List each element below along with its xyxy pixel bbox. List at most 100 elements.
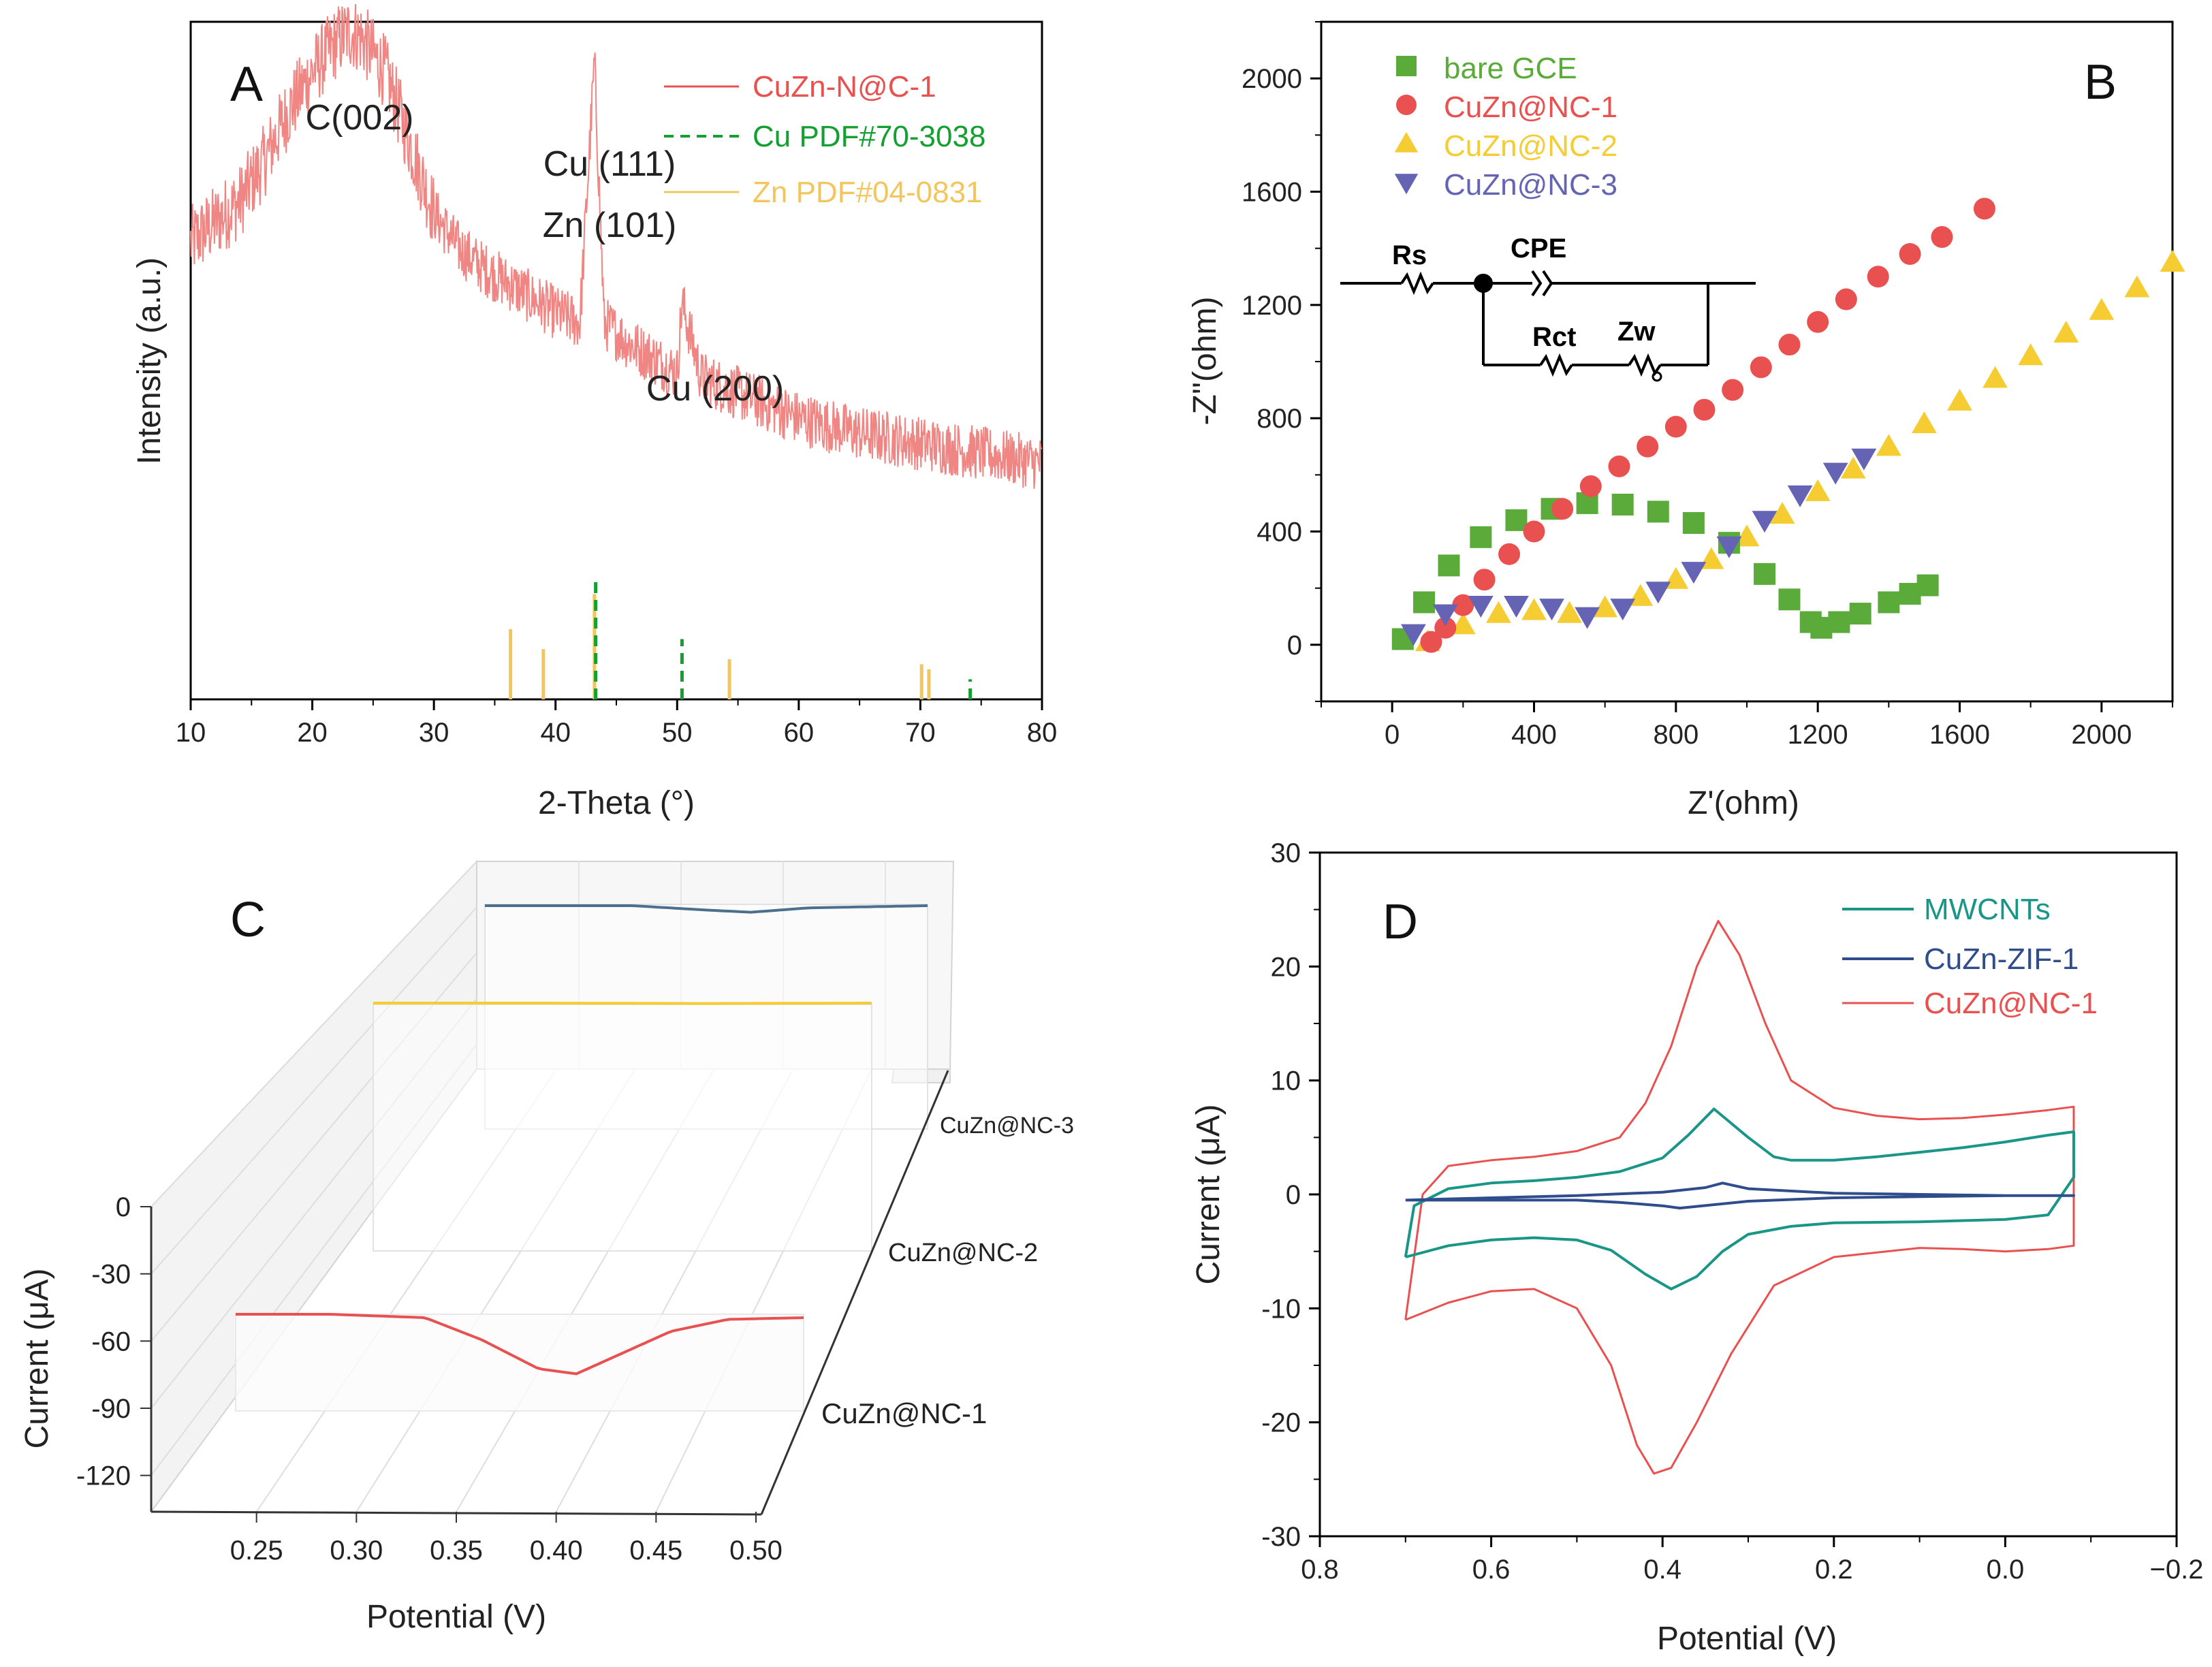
eis-point-1 [1434,616,1457,639]
eis-point-3 [1681,562,1707,584]
panel-d-y-tick-label: -10 [1261,1294,1301,1324]
xrd-series-line [190,3,1043,489]
panel-a-letter: A [230,57,263,112]
panel-b-x-tick-label: 1200 [1788,720,1848,750]
peak-c002-label: C(002) [306,98,414,138]
eis-point-1 [1722,379,1744,401]
panel-b-y-label: -Z''(ohm) [1187,297,1223,426]
panel-b-x-label: Z'(ohm) [1688,785,1799,821]
eis-point-0 [1413,591,1436,614]
panel-c-x-label: Potential (V) [366,1599,546,1635]
panel-a-x-tick-label: 50 [662,718,693,748]
legend-b-label-nc1: CuZn@NC-1 [1444,91,1617,124]
circuit-warburg [1628,353,1662,377]
panel-c-wall-gridline [151,906,477,1275]
eis-point-1 [1778,334,1801,356]
eis-point-0 [1778,588,1801,611]
eis-point-1 [1473,569,1496,591]
eis-point-1 [1867,266,1889,288]
eis-point-3 [1539,599,1564,621]
panel-a: 10 20 30 40 50 60 70 80 2-Theta (°) Intensity (… [131,3,1058,821]
panel-a-y-label: Intensity (a.u.) [131,257,168,464]
legend-b-marker [1394,131,1419,153]
panel-c-category-nc3: CuZn@NC-3 [940,1113,1074,1139]
eis-point-1 [1693,398,1716,421]
panel-c-z-tick-label: -90 [91,1394,131,1424]
eis-point-0 [1754,562,1776,585]
eis-point-0 [1916,574,1939,597]
eis-point-2 [1805,479,1831,501]
panel-c: 0.25 0.30 0.35 0.40 0.45 0.50 0 -30 -60 -90 -120 P… [19,859,1074,1635]
legend-d-label-zif: CuZn-ZIF-1 [1924,942,2079,976]
circuit-resistor-rs [1400,271,1434,296]
eis-point-2 [1557,601,1582,623]
eis-point-2 [1876,434,1901,456]
panel-b-plot [1391,197,2185,653]
panel-c-z-tick-label: -60 [91,1327,131,1356]
panel-b-y-tick-label: 1200 [1242,291,1302,321]
eis-point-3 [1575,607,1600,629]
eis-point-3 [1822,462,1848,485]
panel-c-y-label: Current (μA) [19,1268,55,1448]
eis-point-2 [1947,388,1972,411]
eis-point-3 [1401,624,1426,646]
eis-point-0 [1682,512,1705,535]
panel-d-x-tick-label: 0.4 [1643,1555,1681,1585]
panel-a-plot [190,3,1043,699]
panel-c-x-tick-label: 0.35 [430,1536,483,1566]
legend-d-label-mwcnts: MWCNTs [1924,893,2051,926]
circuit-label-rct: Rct [1532,322,1576,352]
panel-d-ticks: 0.8 0.6 0.4 0.2 0.0 −0.2 30 20 10 0 -10 -20 -30 [1261,838,2203,1585]
eis-point-2 [1486,601,1511,623]
panel-d-plot [1404,919,2075,1475]
eis-point-2 [2053,321,2079,343]
eis-point-0 [1878,591,1900,614]
legend-d-label-nc1: CuZn@NC-1 [1924,987,2098,1020]
legend-b-label-bare-gce: bare GCE [1444,52,1577,85]
eis-point-2 [1912,411,1937,434]
panel-a-legend: CuZn-N@C-1 Cu PDF#70-3038 Zn PDF#04-0831 [664,70,985,209]
panel-c-x-tick-label: 0.40 [530,1536,583,1566]
eis-point-1 [1498,543,1521,565]
cv-curve-nc2 [373,1002,872,1005]
cv-curve-nc1 [236,1313,804,1376]
eis-point-2 [2089,298,2115,320]
panel-a-x-tick-label: 30 [419,718,449,748]
panel-d-y-tick-label: 10 [1271,1066,1301,1096]
panel-a-x-tick-label: 40 [540,718,571,748]
eis-point-1 [1973,197,1995,220]
eis-point-0 [1470,526,1492,548]
eis-point-1 [1899,242,1921,265]
panel-a-x-tick-label: 80 [1027,718,1058,748]
eis-point-1 [1420,631,1442,653]
eis-point-2 [2018,343,2044,366]
legend-b-marker [1394,174,1419,195]
eis-point-0 [1828,611,1850,633]
panel-b-x-tick-label: 400 [1511,720,1557,750]
eis-point-1 [1523,520,1545,543]
panel-c-z-tick-label: -30 [91,1260,131,1290]
panel-d-x-tick-label: 0.0 [1987,1555,2025,1585]
legend-b-label-nc2: CuZn@NC-2 [1444,129,1617,163]
legend-b-marker [1396,56,1417,76]
circuit-resistor-rct [1539,353,1573,377]
panel-d-legend: MWCNTs CuZn-ZIF-1 CuZn@NC-1 [1842,893,2098,1020]
legend-a-label-zn: Zn PDF#04-0831 [753,176,983,209]
panel-a-x-tick-label: 10 [176,718,206,748]
panel-c-x-tick-label: 0.25 [230,1536,283,1566]
eis-point-2 [1592,595,1618,618]
eis-point-3 [1851,448,1877,471]
cv-series-1 [1405,1181,2075,1210]
panel-d-x-tick-label: −0.2 [2150,1555,2204,1585]
panel-c-ticks: 0.25 0.30 0.35 0.40 0.45 0.50 0 -30 -60 -90 -120 [76,1192,783,1566]
panel-d-y-tick-label: 20 [1271,952,1301,982]
panel-c-category-nc1: CuZn@NC-1 [821,1397,987,1429]
panel-a-x-ticks: 10 20 30 40 50 60 70 80 [176,699,1058,748]
eis-point-3 [1752,511,1778,533]
peak-cu111-label: Cu (111) [543,144,676,184]
panel-a-x-tick-label: 20 [297,718,328,748]
peak-zn101-label: Zn (101) [543,206,677,245]
panel-d: 0.8 0.6 0.4 0.2 0.0 −0.2 30 20 10 0 -10 -20 -30 Pote… [1190,838,2203,1657]
eis-point-1 [1807,311,1829,333]
